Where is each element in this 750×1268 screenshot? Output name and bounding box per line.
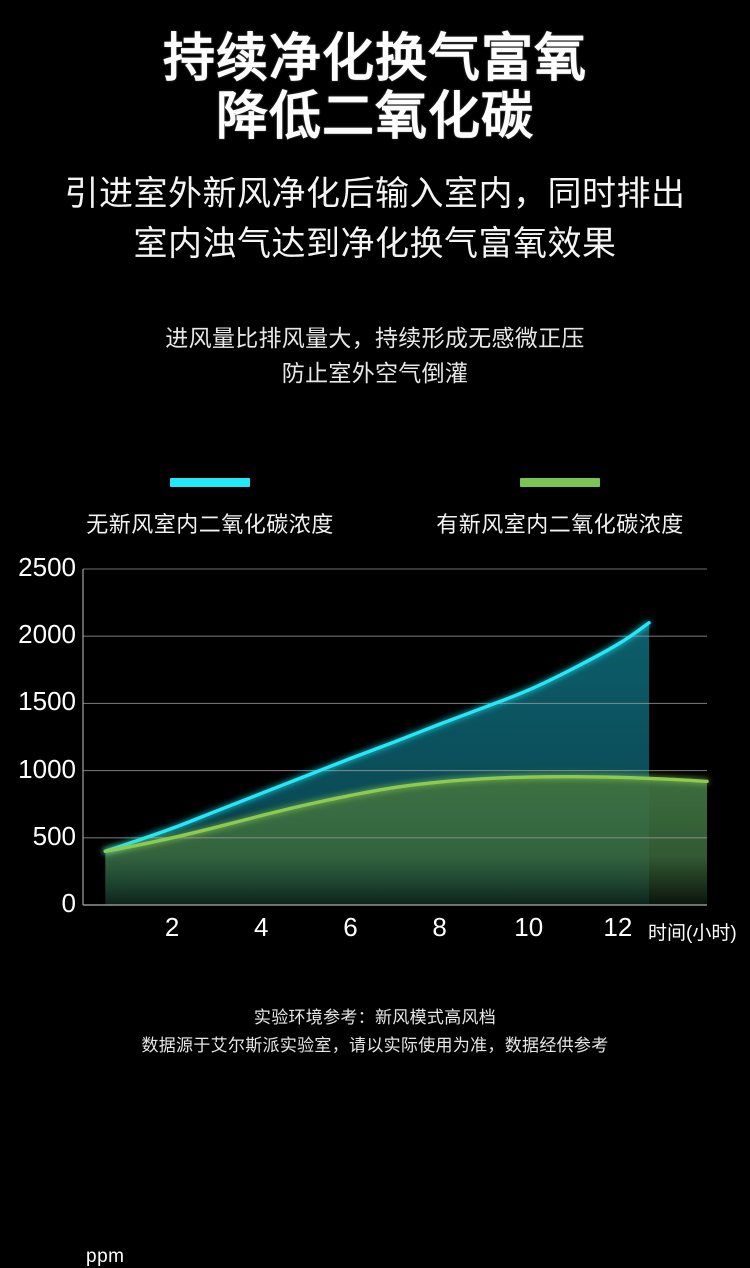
legend-label-with-ventilation: 有新风室内二氧化碳浓度: [436, 512, 684, 538]
note-line-1: 进风量比排风量大，持续形成无感微正压: [165, 325, 585, 352]
y-tick-label: 500: [32, 820, 76, 851]
y-axis-unit-label: ppm: [86, 1246, 125, 1268]
legend-label-no-ventilation: 无新风室内二氧化碳浓度: [86, 512, 334, 538]
chart-plot-svg: [82, 568, 709, 906]
note-line-2: 防止室外空气倒灌: [281, 359, 469, 386]
footnote-line-1: 实验环境参考：新风模式高风档: [253, 1008, 497, 1028]
x-tick-label: 2: [164, 912, 180, 943]
y-tick-label: 1000: [18, 753, 76, 784]
hero-title: 持续净化换气富氧 降低二氧化碳: [0, 0, 750, 146]
chart-legend: 无新风室内二氧化碳浓度 有新风室内二氧化碳浓度: [0, 478, 750, 548]
hero-subtitle-line-2: 室内浊气达到净化换气富氧效果: [133, 224, 617, 263]
legend-swatch-with-ventilation: [520, 478, 600, 488]
hero-subtitle: 引进室外新风净化后输入室内，同时排出 室内浊气达到净化换气富氧效果: [0, 170, 750, 269]
legend-item-no-ventilation: 无新风室内二氧化碳浓度: [40, 478, 380, 539]
x-tick-label: 10: [514, 912, 544, 943]
hero-subtitle-line-1: 引进室外新风净化后输入室内，同时排出: [64, 175, 686, 214]
y-tick-label: 0: [61, 888, 76, 919]
x-tick-label: 8: [432, 912, 447, 943]
x-tick-label: 4: [254, 912, 269, 943]
y-tick-label: 1500: [18, 686, 76, 717]
hero-title-line-1: 持续净化换气富氧: [162, 30, 587, 88]
x-tick-label: 12: [603, 912, 633, 943]
x-axis-title: 时间(小时): [648, 923, 737, 945]
legend-swatch-no-ventilation: [170, 478, 250, 488]
chart-footnotes: 实验环境参考：新风模式高风档 数据源于艾尔斯派实验室，请以实际使用为准，数据经供…: [0, 1004, 750, 1060]
positive-pressure-note: 进风量比排风量大，持续形成无感微正压 防止室外空气倒灌: [0, 321, 750, 390]
footnote-line-2: 数据源于艾尔斯派实验室，请以实际使用为准，数据经供参考: [141, 1036, 609, 1056]
y-tick-label: 2000: [18, 619, 76, 650]
x-tick-label: 6: [343, 912, 358, 943]
hero-title-line-2: 降低二氧化碳: [215, 88, 534, 147]
y-axis-ticks: 0 500 1000 1500 2000 2500: [0, 552, 76, 982]
co2-concentration-chart: ppm 0 500 1000 1500 2000 2500 2 4 6 8 10 12 时间(小时): [0, 552, 750, 1267]
y-tick-label: 2500: [18, 552, 76, 583]
legend-item-with-ventilation: 有新风室内二氧化碳浓度: [390, 478, 730, 539]
